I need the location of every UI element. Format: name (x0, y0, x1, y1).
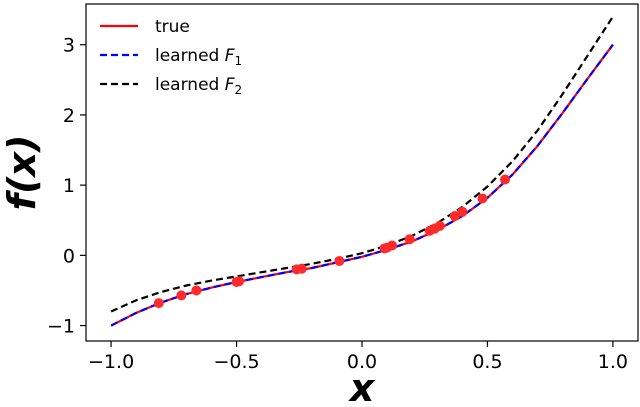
y-tick-label: 3 (63, 35, 75, 57)
data-point (404, 234, 415, 245)
legend-label-3: learned F2 (155, 75, 242, 97)
x-tick-label: −1.0 (88, 351, 134, 373)
data-point (296, 263, 307, 274)
scatter-layer (153, 174, 511, 309)
x-tick-label: −0.5 (213, 351, 259, 373)
legend-label-1: true (155, 17, 190, 37)
data-point (500, 174, 511, 185)
data-point (176, 290, 187, 301)
data-point (449, 211, 460, 222)
y-tick-label: 2 (63, 105, 75, 127)
x-tick-label: 1.0 (598, 351, 628, 373)
data-point (334, 255, 345, 266)
axes-layer: −1.0 −0.5 0.0 0.5 1.0 −1 0 1 2 3 (47, 35, 628, 373)
data-point (434, 220, 445, 231)
data-point (234, 276, 245, 287)
data-point (387, 240, 398, 251)
x-tick-label: 0.5 (472, 351, 502, 373)
data-point (191, 285, 202, 296)
y-axis-label: f(x) (0, 135, 44, 211)
y-tick-label: 0 (63, 245, 75, 267)
y-tick-label: −1 (47, 316, 75, 338)
data-point (477, 193, 488, 204)
x-axis-label: x (348, 366, 376, 407)
legend: true learned F1 learned F2 (100, 17, 242, 97)
x-tick-label: 0.0 (347, 351, 377, 373)
data-point (457, 206, 468, 217)
series-line-3 (110, 16, 614, 313)
legend-label-2: learned F1 (155, 46, 242, 68)
data-point (153, 298, 164, 309)
y-tick-label: 1 (63, 175, 75, 197)
